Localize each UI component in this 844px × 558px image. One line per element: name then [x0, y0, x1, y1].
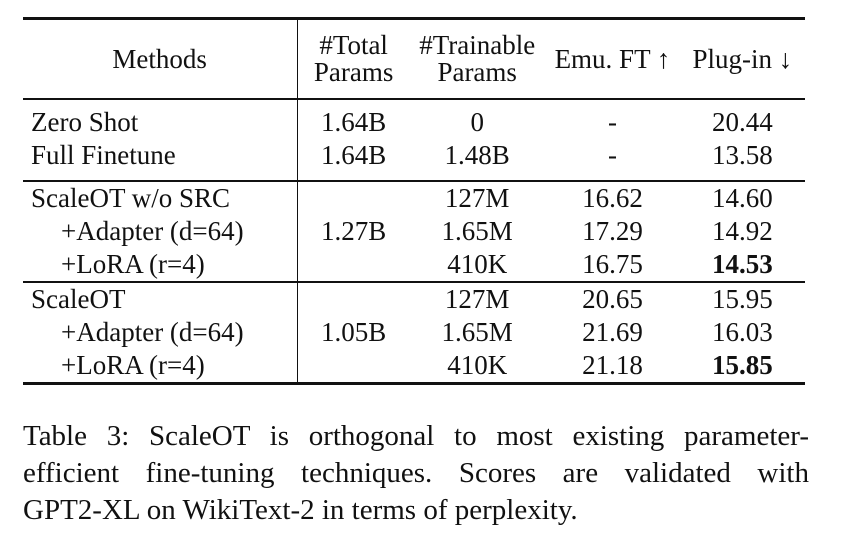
row-total-params: 1.64B	[321, 140, 387, 170]
row-trainable-params: 127M	[444, 183, 510, 213]
header-total-line2: Params	[313, 57, 394, 87]
table-row: ScaleOT w/o SRC 1.27B 127M 16.62 14.60	[23, 181, 805, 245]
row-plugin: 20.44	[711, 107, 773, 137]
row-method: ScaleOT	[23, 282, 299, 316]
caption-line-2: efficient fine-tuning techniques. Scores…	[23, 457, 809, 489]
row-total-params: 1.64B	[321, 107, 387, 137]
row-total-params: 1.27B	[321, 216, 387, 246]
row-trainable-params: 410K	[447, 350, 508, 380]
header-methods: Methods	[23, 18, 299, 99]
results-table: Methods #Total Params #Trainable Params …	[23, 17, 805, 385]
table-row: +LoRA (r=4) 410K 16.75 14.53	[23, 248, 805, 282]
results-table-container: Methods #Total Params #Trainable Params …	[23, 17, 805, 385]
row-emu-ft: 21.18	[582, 350, 643, 380]
row-plugin: 15.95	[711, 284, 773, 314]
header-plugin: Plug-in ↓	[692, 43, 793, 74]
row-trainable-params: 410K	[447, 249, 508, 279]
table-row: Full Finetune 1.64B 1.48B - 13.58	[23, 139, 805, 181]
header-trainable-line2: Params	[437, 57, 517, 87]
row-trainable-params: 127M	[444, 284, 510, 314]
row-total-params: 1.05B	[321, 317, 387, 347]
row-trainable-params: 1.65M	[441, 317, 513, 347]
row-method: +LoRA (r=4)	[23, 248, 299, 282]
row-trainable-params: 1.65M	[441, 216, 513, 246]
table-row: ScaleOT 1.05B 127M 20.65 15.95	[23, 282, 805, 345]
row-emu-ft: 17.29	[582, 216, 643, 246]
row-plugin-best: 15.85	[711, 350, 773, 380]
header-trainable-params: #Trainable Params	[409, 19, 545, 100]
header-total-line1: #Total	[319, 30, 388, 60]
row-emu-ft: -	[607, 140, 617, 170]
table-row: +LoRA (r=4) 410K 21.18 15.85	[23, 349, 805, 384]
header-emu-ft: Emu. FT ↑	[554, 43, 671, 74]
row-emu-ft: -	[607, 107, 617, 137]
row-plugin: 16.03	[711, 317, 773, 347]
row-emu-ft: 21.69	[582, 317, 643, 347]
table-row: +Adapter (d=64) 1.65M 17.29 14.92	[23, 215, 805, 248]
row-method: +Adapter (d=64)	[23, 215, 299, 248]
row-plugin: 14.60	[711, 183, 773, 213]
table-row: +Adapter (d=64) 1.65M 21.69 16.03	[23, 316, 805, 349]
row-trainable-params: 0	[470, 107, 484, 137]
row-plugin: 13.58	[711, 140, 773, 170]
caption-line-1: Table 3: ScaleOT is orthogonal to most e…	[23, 420, 809, 452]
header-total-params: #Total Params	[298, 19, 409, 100]
row-plugin-best: 14.53	[711, 249, 773, 279]
table-caption: Table 3: ScaleOT is orthogonal to most e…	[23, 418, 809, 529]
row-method: +Adapter (d=64)	[23, 316, 299, 349]
row-emu-ft: 16.75	[582, 249, 643, 279]
table-header-row: Methods #Total Params #Trainable Params …	[23, 18, 805, 100]
row-method: Full Finetune	[23, 139, 299, 181]
row-plugin: 14.92	[711, 216, 773, 246]
row-method: +LoRA (r=4)	[23, 349, 299, 384]
row-emu-ft: 20.65	[582, 284, 643, 314]
row-method: ScaleOT w/o SRC	[23, 181, 299, 215]
caption-line-3: GPT2-XL on WikiText-2 in terms of perple…	[23, 494, 578, 526]
table-row: Zero Shot 1.64B 0 - 20.44	[23, 99, 805, 139]
row-method: Zero Shot	[23, 99, 299, 139]
row-trainable-params: 1.48B	[444, 140, 510, 170]
row-emu-ft: 16.62	[582, 183, 643, 213]
header-trainable-line1: #Trainable	[419, 30, 536, 60]
